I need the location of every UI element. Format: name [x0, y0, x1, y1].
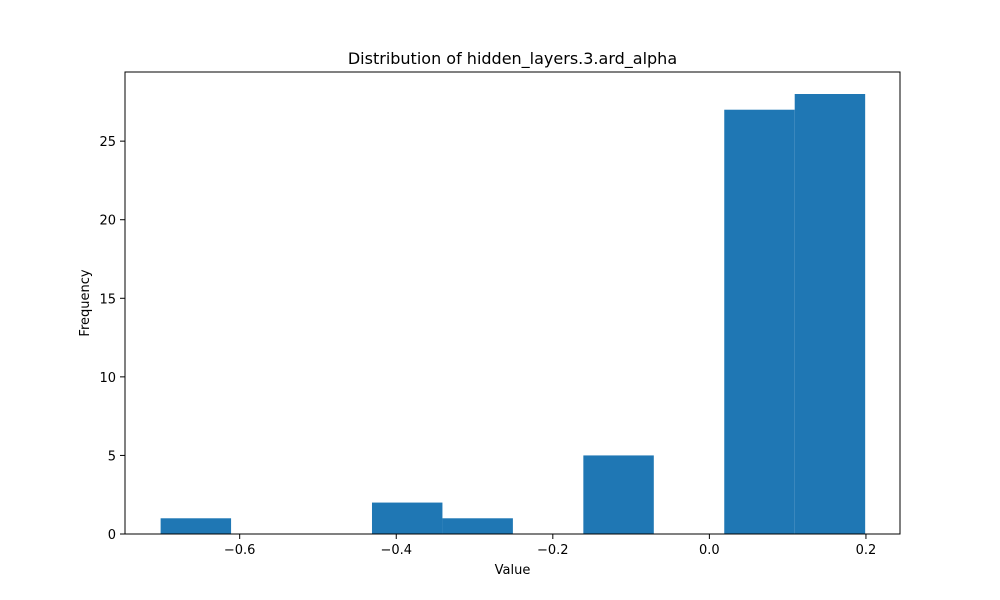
y-tick-label: 5	[108, 449, 116, 464]
x-axis-label: Value	[495, 563, 531, 578]
histogram-bar-9	[794, 94, 866, 534]
histogram-bar-3	[371, 502, 443, 534]
y-tick-label: 25	[99, 135, 116, 150]
bars-group	[160, 94, 866, 534]
x-axis-ticks: −0.6 −0.4 −0.2 0.0 0.2	[224, 534, 876, 558]
plot-frame	[124, 71, 901, 535]
x-tick-label: 0.2	[856, 543, 877, 558]
y-axis-ticks: 0 5 10 15 20 25	[99, 135, 125, 543]
x-tick-label: −0.4	[380, 543, 412, 558]
y-tick-label: 20	[99, 214, 116, 229]
histogram-bar-0	[160, 518, 232, 534]
histogram-bar-8	[724, 109, 795, 534]
chart-title: Distribution of hidden_layers.3.ard_alph…	[348, 49, 677, 69]
x-tick-label: −0.6	[224, 543, 256, 558]
y-tick-label: 10	[99, 371, 116, 386]
histogram-bar-4	[442, 518, 513, 534]
x-tick-label: 0.0	[699, 543, 720, 558]
histogram-bar-6	[583, 455, 654, 534]
y-tick-label: 0	[108, 528, 116, 543]
x-tick-label: −0.2	[537, 543, 569, 558]
y-axis-label: Frequency	[78, 269, 93, 336]
y-tick-label: 15	[99, 292, 116, 307]
